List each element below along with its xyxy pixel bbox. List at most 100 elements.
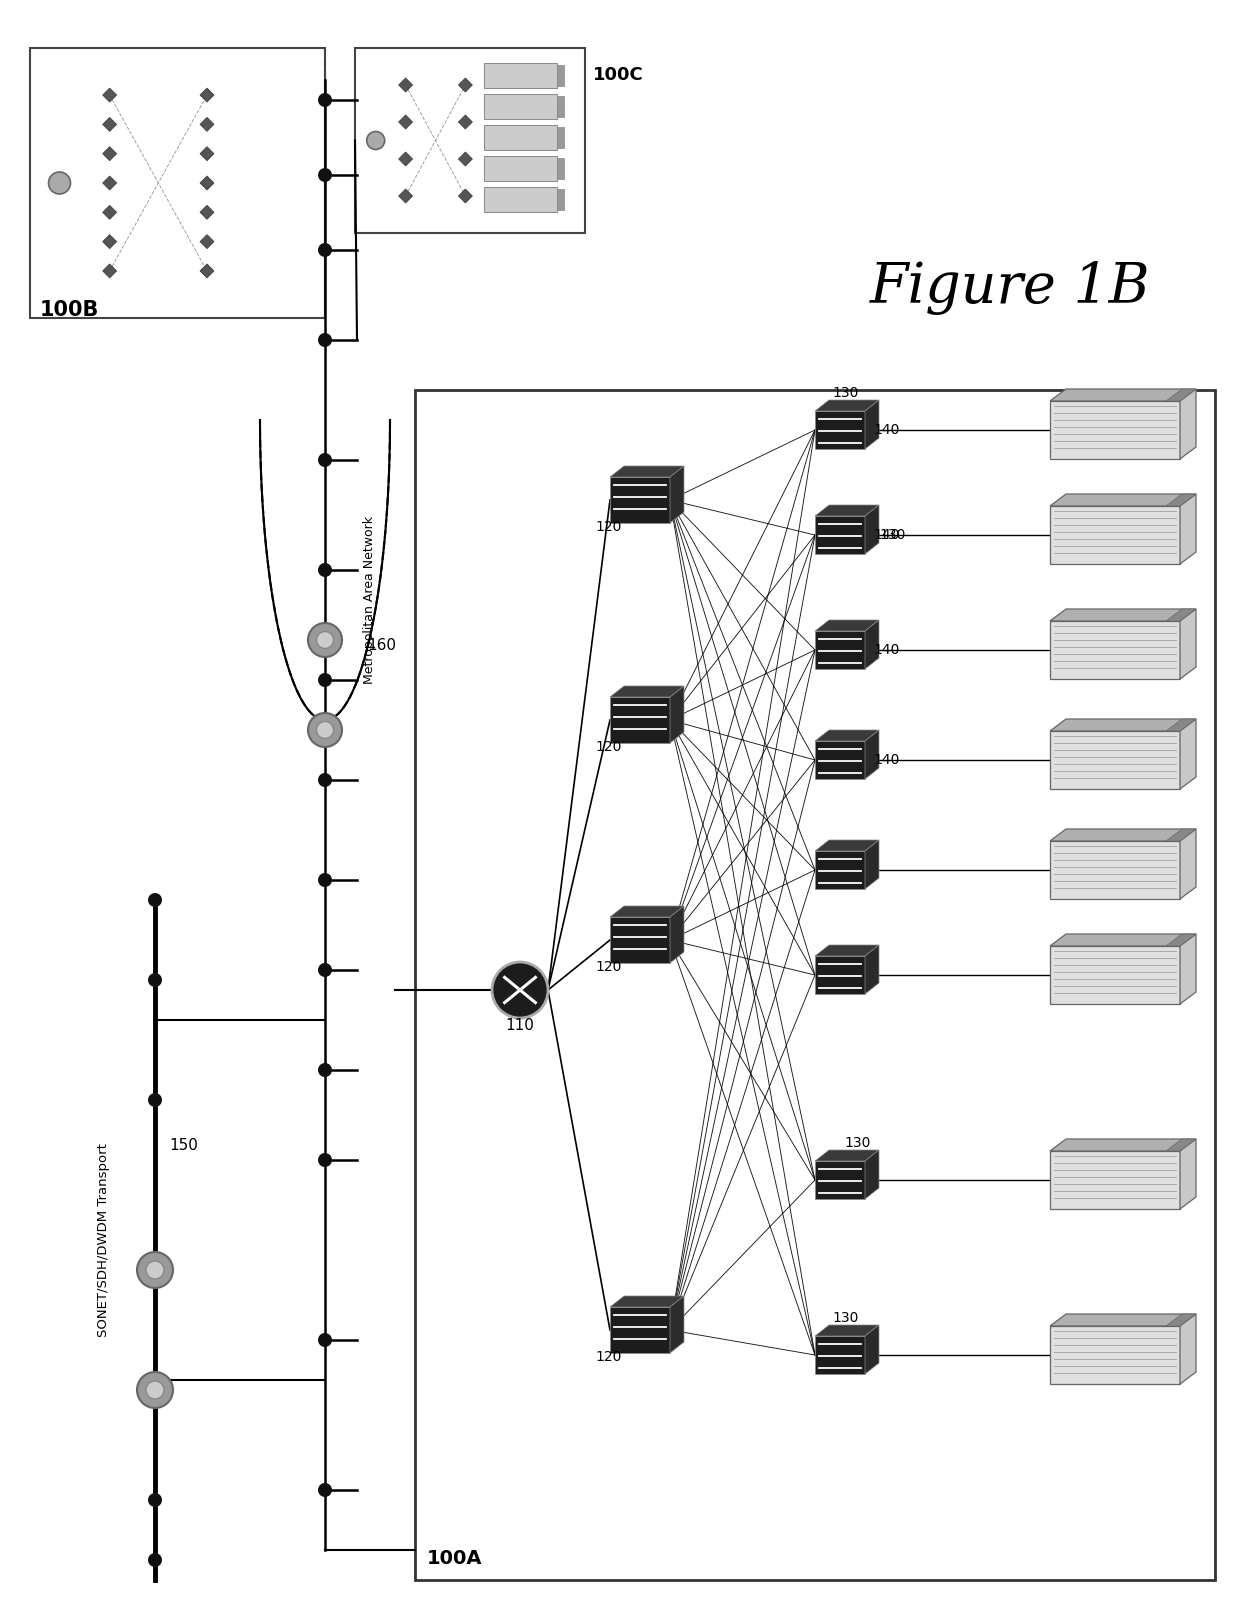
Polygon shape [1050,945,1180,1004]
Polygon shape [866,1149,879,1200]
Polygon shape [610,478,670,523]
Circle shape [317,873,332,887]
Bar [30,49,325,317]
Text: 140: 140 [873,528,899,542]
Polygon shape [1050,934,1197,945]
Circle shape [317,772,332,787]
Polygon shape [1180,609,1197,678]
Polygon shape [815,1336,866,1375]
Circle shape [317,334,332,346]
Polygon shape [1180,829,1197,899]
Polygon shape [815,1149,879,1161]
Bar [484,155,558,181]
Polygon shape [1050,829,1197,840]
Polygon shape [866,400,879,448]
Polygon shape [866,620,879,669]
Circle shape [148,1093,162,1107]
Circle shape [317,1332,332,1347]
Text: 100A: 100A [427,1549,482,1567]
Polygon shape [103,235,117,249]
Circle shape [136,1251,174,1289]
Polygon shape [610,466,684,478]
Circle shape [308,712,342,746]
Polygon shape [815,852,866,889]
Circle shape [48,172,71,194]
Circle shape [317,563,332,576]
Text: 150: 150 [169,1138,198,1153]
Bar [558,126,564,147]
Polygon shape [610,916,670,963]
Bar [415,390,1215,1580]
Circle shape [148,973,162,988]
Circle shape [148,894,162,907]
Text: Figure 1B: Figure 1B [870,261,1151,314]
Polygon shape [1050,1151,1180,1209]
Bar [484,125,558,151]
Polygon shape [1166,829,1197,840]
Polygon shape [459,78,472,92]
Polygon shape [1180,1140,1197,1209]
Circle shape [492,962,548,1018]
Text: 100C: 100C [593,66,644,84]
Polygon shape [103,117,117,131]
Polygon shape [1050,622,1180,678]
Polygon shape [815,620,879,631]
Polygon shape [815,840,879,852]
Polygon shape [1180,934,1197,1004]
Circle shape [317,963,332,976]
Text: 100B: 100B [40,300,99,321]
Polygon shape [200,176,215,189]
Polygon shape [670,1295,684,1353]
Polygon shape [866,505,879,554]
Polygon shape [815,400,879,411]
Polygon shape [1166,1315,1197,1326]
Polygon shape [670,466,684,523]
Bar [355,49,585,233]
Polygon shape [815,411,866,448]
Polygon shape [1050,507,1180,563]
Polygon shape [610,1295,684,1307]
Polygon shape [1050,840,1180,899]
Bar [484,188,558,212]
Polygon shape [398,115,413,130]
Polygon shape [815,742,866,779]
Text: 120: 120 [595,960,621,975]
Polygon shape [398,78,413,92]
Circle shape [317,1483,332,1498]
Text: 120: 120 [595,740,621,754]
Circle shape [317,168,332,181]
Circle shape [317,92,332,107]
Polygon shape [1180,389,1197,460]
Circle shape [148,1553,162,1567]
Polygon shape [1166,719,1197,732]
Text: 130: 130 [879,528,905,542]
Polygon shape [103,264,117,278]
Polygon shape [1050,389,1197,402]
Polygon shape [200,87,215,102]
Polygon shape [1050,732,1180,788]
Polygon shape [1050,494,1197,507]
Circle shape [316,722,334,738]
Polygon shape [459,115,472,130]
Text: 120: 120 [595,520,621,534]
Polygon shape [398,152,413,167]
Polygon shape [815,945,879,955]
Polygon shape [1050,1140,1197,1151]
Polygon shape [103,147,117,160]
Polygon shape [866,840,879,889]
Polygon shape [1050,719,1197,732]
Text: 110: 110 [505,1018,534,1033]
Text: 130: 130 [832,1311,858,1324]
Polygon shape [1050,1326,1180,1384]
Polygon shape [815,955,866,994]
Circle shape [317,453,332,466]
Polygon shape [103,176,117,189]
Polygon shape [670,686,684,743]
Bar [484,63,558,87]
Polygon shape [1180,719,1197,788]
Polygon shape [610,686,684,698]
Polygon shape [866,1324,879,1375]
Polygon shape [866,730,879,779]
Text: 140: 140 [873,643,899,657]
Polygon shape [1050,402,1180,460]
